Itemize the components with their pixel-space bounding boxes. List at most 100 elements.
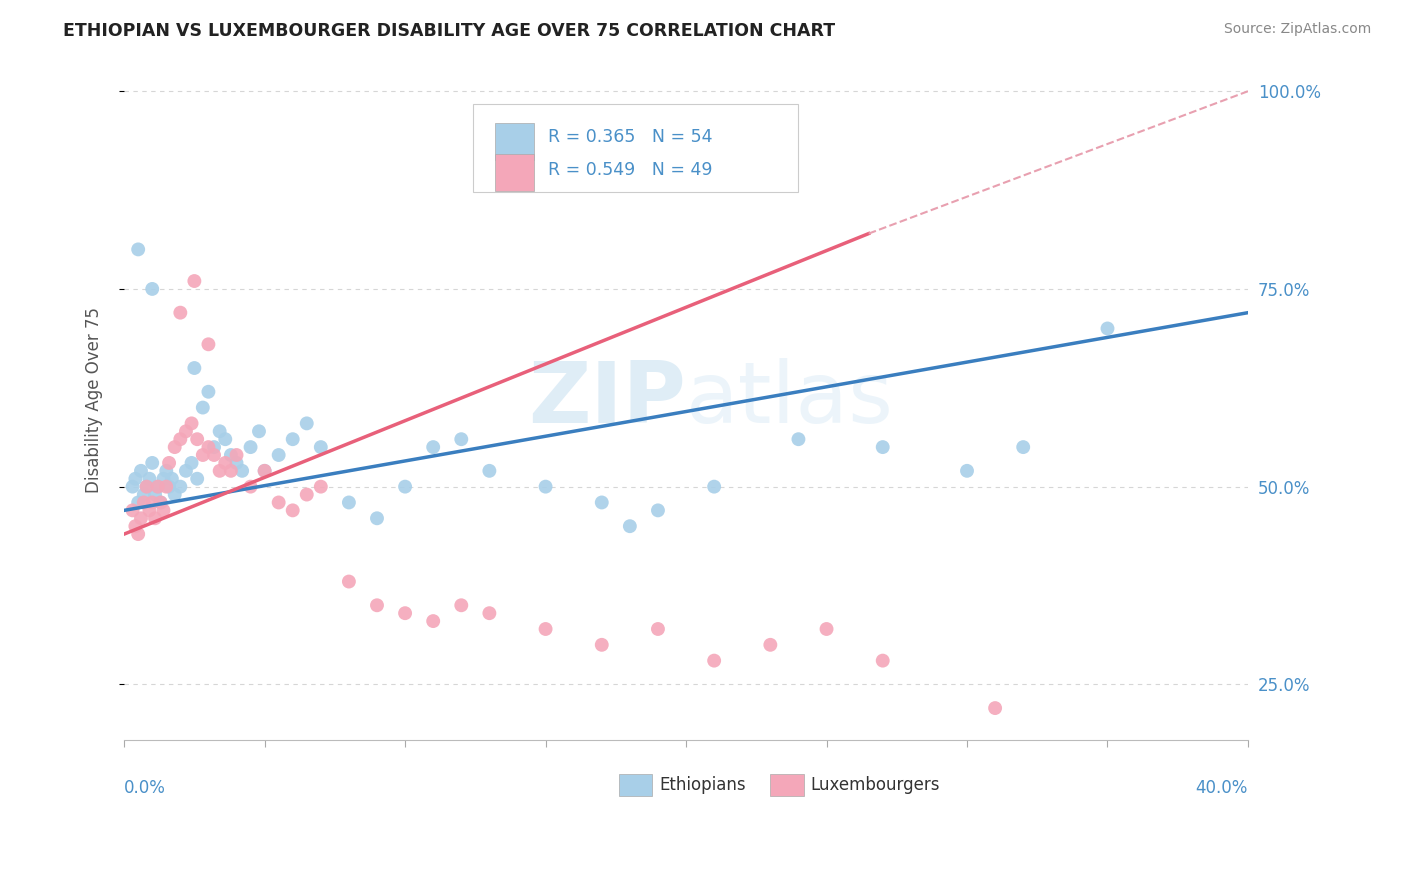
Point (872, 440, 894, 454)
Point (127, 243, 149, 257)
Point (337, 574, 360, 589)
Point (534, 622, 557, 636)
Text: Ethiopians: Ethiopians (659, 776, 745, 794)
Point (129, 464, 152, 478)
Point (225, 448, 247, 462)
Point (180, 417, 202, 431)
Point (267, 495, 290, 509)
Text: R = 0.365   N = 54: R = 0.365 N = 54 (548, 128, 713, 146)
Point (394, 606, 416, 620)
Point (478, 464, 501, 478)
Point (787, 432, 810, 446)
Point (129, 511, 152, 525)
Point (247, 425, 270, 439)
Point (169, 480, 191, 494)
Point (163, 440, 186, 454)
Point (1012, 440, 1035, 454)
Point (132, 495, 155, 509)
Point (309, 440, 332, 454)
Text: ETHIOPIAN VS LUXEMBOURGER DISABILITY AGE OVER 75 CORRELATION CHART: ETHIOPIAN VS LUXEMBOURGER DISABILITY AGE… (63, 22, 835, 40)
Point (478, 606, 501, 620)
Point (214, 456, 236, 470)
Point (174, 425, 197, 439)
Point (127, 495, 149, 509)
Point (239, 440, 262, 454)
Point (214, 432, 236, 446)
Text: Source: ZipAtlas.com: Source: ZipAtlas.com (1223, 22, 1371, 37)
Point (143, 487, 166, 501)
Point (152, 503, 174, 517)
Point (121, 503, 143, 517)
Point (281, 432, 304, 446)
Point (197, 337, 219, 351)
Point (337, 495, 360, 509)
Point (239, 480, 262, 494)
FancyBboxPatch shape (495, 123, 534, 161)
Text: ZIP: ZIP (529, 359, 686, 442)
Point (647, 622, 669, 636)
Point (155, 480, 177, 494)
Point (366, 511, 388, 525)
Point (225, 456, 247, 470)
Point (132, 487, 155, 501)
Point (183, 274, 205, 288)
Point (281, 503, 304, 517)
Point (450, 432, 472, 446)
Point (253, 464, 276, 478)
Point (956, 464, 979, 478)
Point (146, 480, 169, 494)
Point (591, 638, 613, 652)
Point (180, 456, 202, 470)
Point (984, 701, 1007, 715)
Point (219, 464, 242, 478)
Point (208, 425, 231, 439)
Point (174, 464, 197, 478)
Point (124, 472, 146, 486)
Point (534, 480, 557, 494)
Point (183, 361, 205, 376)
Point (450, 599, 472, 613)
Point (295, 487, 318, 501)
Point (647, 503, 669, 517)
Point (197, 440, 219, 454)
FancyBboxPatch shape (495, 153, 534, 191)
Point (202, 448, 225, 462)
Text: 40.0%: 40.0% (1195, 779, 1249, 797)
Point (422, 614, 444, 628)
Point (703, 480, 725, 494)
Point (759, 638, 782, 652)
FancyBboxPatch shape (472, 103, 799, 192)
Point (160, 472, 183, 486)
Point (143, 511, 166, 525)
Point (141, 495, 163, 509)
Point (141, 282, 163, 296)
Point (141, 456, 163, 470)
Point (591, 495, 613, 509)
Point (149, 495, 172, 509)
Y-axis label: Disability Age Over 75: Disability Age Over 75 (86, 307, 103, 492)
Point (253, 464, 276, 478)
Point (1097, 321, 1119, 335)
Point (152, 472, 174, 486)
Point (121, 480, 143, 494)
Point (231, 464, 253, 478)
Point (191, 401, 214, 415)
Point (295, 417, 318, 431)
Point (219, 448, 242, 462)
Text: R = 0.549   N = 49: R = 0.549 N = 49 (548, 161, 713, 179)
Point (267, 448, 290, 462)
Point (138, 472, 160, 486)
Point (157, 456, 180, 470)
Point (872, 654, 894, 668)
Point (127, 527, 149, 541)
Point (163, 487, 186, 501)
Point (135, 480, 157, 494)
Point (124, 519, 146, 533)
Point (155, 464, 177, 478)
Point (366, 599, 388, 613)
FancyBboxPatch shape (619, 774, 652, 797)
Point (422, 440, 444, 454)
FancyBboxPatch shape (770, 774, 804, 797)
Text: atlas: atlas (686, 359, 894, 442)
Point (169, 432, 191, 446)
